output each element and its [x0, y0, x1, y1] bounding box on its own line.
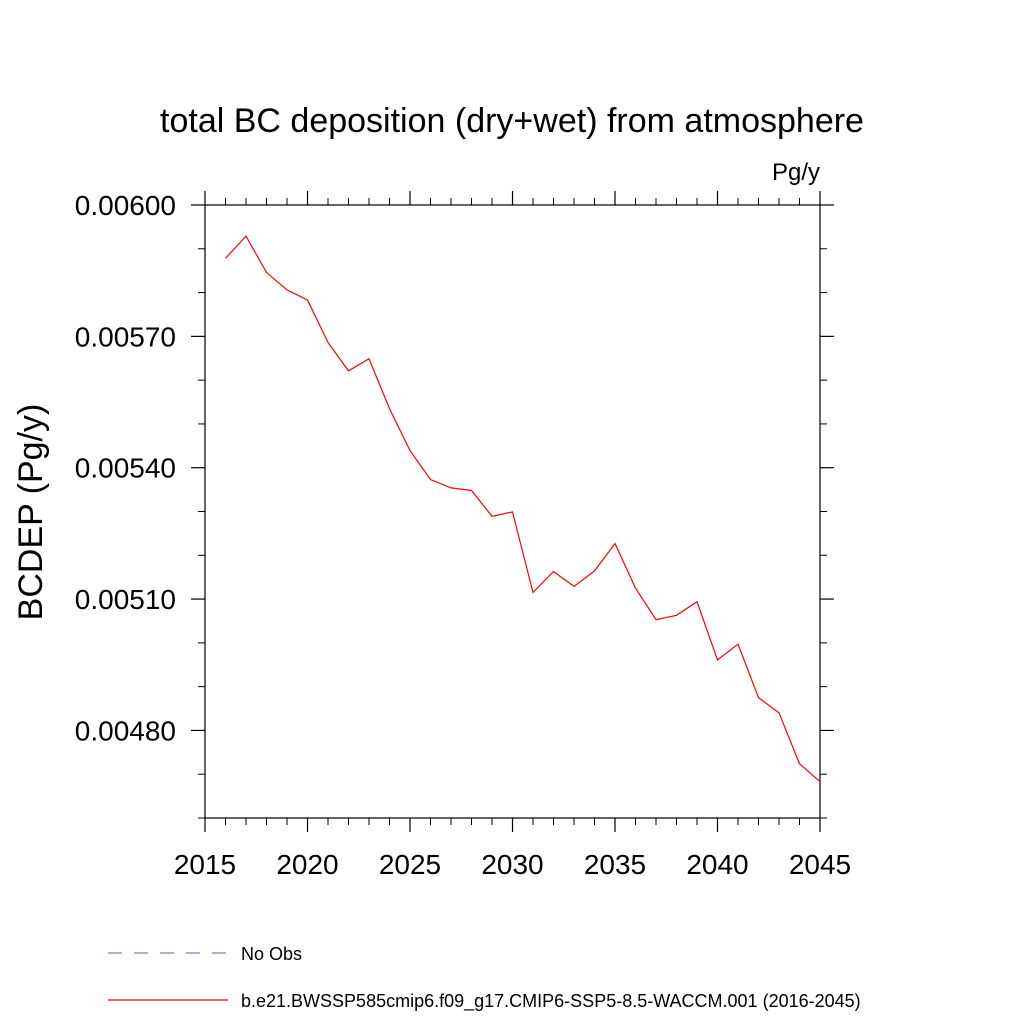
y-tick-label: 0.00600: [75, 190, 176, 221]
chart-title: total BC deposition (dry+wet) from atmos…: [160, 102, 864, 140]
y-tick-label: 0.00570: [75, 321, 176, 352]
x-tick-label: 2015: [174, 849, 236, 880]
legend-entry-label: b.e21.BWSSP585cmip6.f09_g17.CMIP6-SSP5-8…: [241, 991, 861, 1012]
x-tick-label: 2020: [276, 849, 338, 880]
units-label: Pg/y: [772, 159, 820, 186]
x-tick-label: 2040: [686, 849, 748, 880]
legend: No Obs b.e21.BWSSP585cmip6.f09_g17.CMIP6-…: [108, 944, 861, 1012]
x-tick-label: 2035: [584, 849, 646, 880]
series-line: [225, 235, 821, 783]
axis-ticks: [191, 191, 834, 832]
x-tick-label: 2045: [789, 849, 851, 880]
y-tick-label: 0.00480: [75, 715, 176, 746]
x-tick-label: 2025: [379, 849, 441, 880]
x-tick-labels: 2015 2020 2025 2030 2035 2040 2045: [174, 849, 851, 880]
y-tick-labels: 0.00480 0.00510 0.00540 0.00570 0.00600: [75, 190, 176, 746]
legend-entry-label: No Obs: [241, 944, 302, 964]
y-axis-label: BCDEP (Pg/y): [12, 404, 50, 621]
x-tick-label: 2030: [481, 849, 543, 880]
series-group: [225, 235, 821, 783]
y-tick-label: 0.00510: [75, 584, 176, 615]
y-tick-label: 0.00540: [75, 453, 176, 484]
